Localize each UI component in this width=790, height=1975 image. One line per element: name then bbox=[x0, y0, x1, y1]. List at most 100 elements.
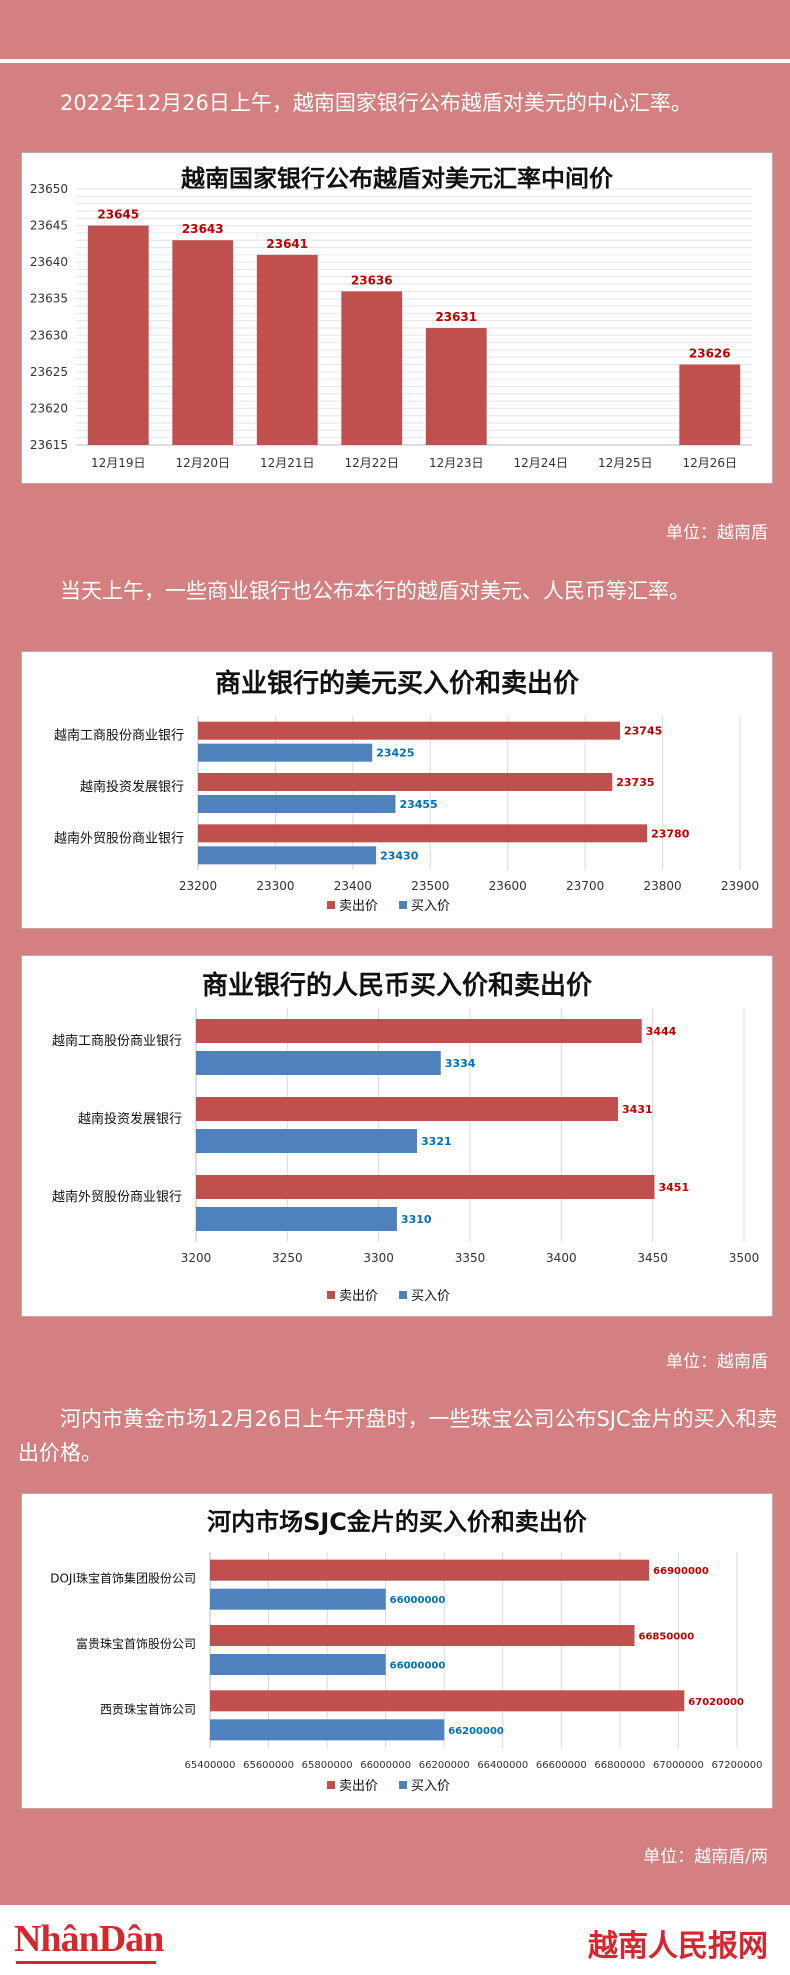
y-tick-label: 23650 bbox=[30, 182, 68, 196]
x-tick-label: 23800 bbox=[643, 879, 681, 893]
x-tick-label: 23400 bbox=[334, 879, 372, 893]
category-label: 越南外贸股份商业银行 bbox=[54, 830, 184, 846]
bar-buy bbox=[196, 1129, 418, 1153]
legend-label-buy: 买入价 bbox=[411, 1289, 450, 1304]
intro-paragraph-3: 河内市黄金市场12月26日上午开盘时，一些珠宝公司公布SJC金片的买入和卖出价格… bbox=[18, 1407, 778, 1465]
legend-swatch-buy bbox=[399, 901, 407, 909]
data-label-sell: 66900000 bbox=[653, 1566, 709, 1577]
bar-buy bbox=[198, 846, 377, 865]
x-tick-label: 3250 bbox=[272, 1251, 303, 1265]
data-label: 23641 bbox=[266, 237, 308, 251]
legend-swatch-buy bbox=[399, 1291, 407, 1299]
x-tick-label: 3200 bbox=[181, 1251, 212, 1265]
bar-buy bbox=[210, 1588, 386, 1610]
x-tick-label: 3350 bbox=[455, 1251, 486, 1265]
footer-bar: NhânDân 越南人民报网 bbox=[0, 1905, 790, 1975]
legend-label-buy: 买入价 bbox=[411, 899, 450, 914]
bar-sell bbox=[196, 1019, 642, 1043]
x-tick-label: 23600 bbox=[489, 879, 527, 893]
x-tick-label: 65800000 bbox=[302, 1760, 353, 1771]
data-label: 23631 bbox=[435, 310, 477, 324]
chart-title: 越南国家银行公布越盾对美元汇率中间价 bbox=[181, 165, 614, 193]
x-tick-label: 66400000 bbox=[477, 1760, 528, 1771]
x-tick-label: 3300 bbox=[363, 1251, 394, 1265]
legend-swatch-sell bbox=[327, 1291, 335, 1299]
bar-buy bbox=[198, 743, 373, 762]
data-label-buy: 23455 bbox=[399, 798, 437, 811]
category-label: 越南工商股份商业银行 bbox=[52, 1033, 182, 1049]
intro-paragraph-1: 2022年12月26日上午，越南国家银行公布越盾对美元的中心汇率。 bbox=[60, 91, 692, 115]
unit-label-2: 单位：越南盾 bbox=[666, 1352, 768, 1372]
y-tick-label: 23615 bbox=[30, 438, 68, 452]
data-label-sell: 23735 bbox=[616, 776, 654, 789]
y-tick-label: 23645 bbox=[30, 219, 68, 233]
x-tick-label: 3400 bbox=[546, 1251, 577, 1265]
y-tick-label: 23625 bbox=[30, 365, 68, 379]
chart-central-rate: 越南国家银行公布越盾对美元汇率中间价 23615 23620 23625 23630 23… bbox=[30, 165, 752, 470]
x-tick-label: 12月20日 bbox=[175, 456, 230, 470]
chart-title: 河内市场SJC金片的买入价和卖出价 bbox=[207, 1508, 588, 1536]
x-tick-label: 3500 bbox=[729, 1251, 760, 1265]
legend-swatch-sell bbox=[327, 1781, 335, 1789]
unit-label-3: 单位：越南盾/两 bbox=[643, 1847, 768, 1867]
legend-label-sell: 卖出价 bbox=[339, 1779, 378, 1794]
legend-label-buy: 买入价 bbox=[411, 1779, 450, 1794]
bar bbox=[679, 364, 741, 445]
data-label-sell: 67020000 bbox=[688, 1697, 744, 1708]
x-tick-label: 12月24日 bbox=[513, 456, 568, 470]
x-tick-label: 66000000 bbox=[360, 1760, 411, 1771]
nhandan-logo[interactable]: NhânDân bbox=[14, 1918, 164, 1960]
legend-label-sell: 卖出价 bbox=[339, 1289, 378, 1304]
legend-label-sell: 卖出价 bbox=[339, 899, 378, 914]
brand-title[interactable]: 越南人民报网 bbox=[588, 1929, 768, 1964]
x-tick-label: 67000000 bbox=[653, 1760, 704, 1771]
chart-title: 商业银行的美元买入价和卖出价 bbox=[215, 668, 580, 699]
data-label-buy: 66000000 bbox=[390, 1661, 446, 1672]
bar-sell bbox=[210, 1625, 635, 1646]
x-tick-label: 23300 bbox=[256, 879, 294, 893]
x-tick-label: 3450 bbox=[637, 1251, 668, 1265]
unit-label-1: 单位：越南盾 bbox=[666, 523, 768, 543]
x-tick-label: 23900 bbox=[721, 879, 759, 893]
data-label-buy: 3334 bbox=[445, 1057, 476, 1070]
data-label-buy: 23430 bbox=[380, 849, 419, 862]
x-tick-label: 23700 bbox=[566, 879, 604, 893]
x-tick-label: 67200000 bbox=[712, 1760, 763, 1771]
logo-underline bbox=[16, 1961, 156, 1964]
category-label: 西贡珠宝首饰公司 bbox=[100, 1702, 196, 1716]
bar-sell bbox=[196, 1097, 618, 1121]
data-label: 23626 bbox=[689, 347, 731, 361]
x-tick-label: 12月19日 bbox=[91, 456, 146, 470]
bar-buy bbox=[196, 1207, 397, 1231]
x-tick-label: 23200 bbox=[179, 879, 217, 893]
x-tick-label: 12月23日 bbox=[429, 456, 484, 470]
category-label: 越南投资发展银行 bbox=[78, 1111, 182, 1127]
bar-sell bbox=[198, 721, 620, 740]
bar bbox=[341, 291, 403, 445]
data-label-buy: 66200000 bbox=[448, 1726, 504, 1737]
category-label: 越南投资发展银行 bbox=[80, 779, 184, 795]
bar-buy bbox=[198, 795, 396, 813]
bar-buy bbox=[210, 1719, 445, 1741]
data-label-sell: 3431 bbox=[622, 1103, 653, 1116]
bar-buy bbox=[196, 1051, 441, 1075]
chart-usd-rates: 商业银行的美元买入价和卖出价 23200 23300 23400 23500 23600 2… bbox=[54, 668, 759, 914]
data-label: 23645 bbox=[97, 208, 139, 222]
chart-cny-rates: 商业银行的人民币买入价和卖出价 3200 3250 3300 3350 3400 3450 3… bbox=[52, 970, 760, 1304]
category-label: 越南工商股份商业银行 bbox=[54, 728, 184, 744]
category-label: DOJI珠宝首饰集团股份公司 bbox=[50, 1571, 196, 1586]
data-label: 23643 bbox=[182, 222, 224, 236]
category-label: 越南外贸股份商业银行 bbox=[52, 1189, 182, 1205]
x-tick-label: 12月21日 bbox=[260, 456, 315, 470]
bar-sell bbox=[198, 773, 613, 791]
x-tick-label: 23500 bbox=[411, 879, 449, 893]
bar-sell bbox=[210, 1559, 650, 1581]
x-tick-label: 66600000 bbox=[536, 1760, 587, 1771]
legend-swatch-buy bbox=[399, 1781, 407, 1789]
y-tick-label: 23640 bbox=[30, 255, 68, 269]
data-label-buy: 3310 bbox=[401, 1213, 432, 1226]
bar-sell bbox=[196, 1175, 655, 1199]
x-tick-label: 65400000 bbox=[185, 1760, 236, 1771]
chart-card-gold: 河内市场SJC金片的买入价和卖出价 65400000 65600000 6580000… bbox=[21, 1493, 773, 1809]
data-label-sell: 23745 bbox=[624, 725, 662, 738]
